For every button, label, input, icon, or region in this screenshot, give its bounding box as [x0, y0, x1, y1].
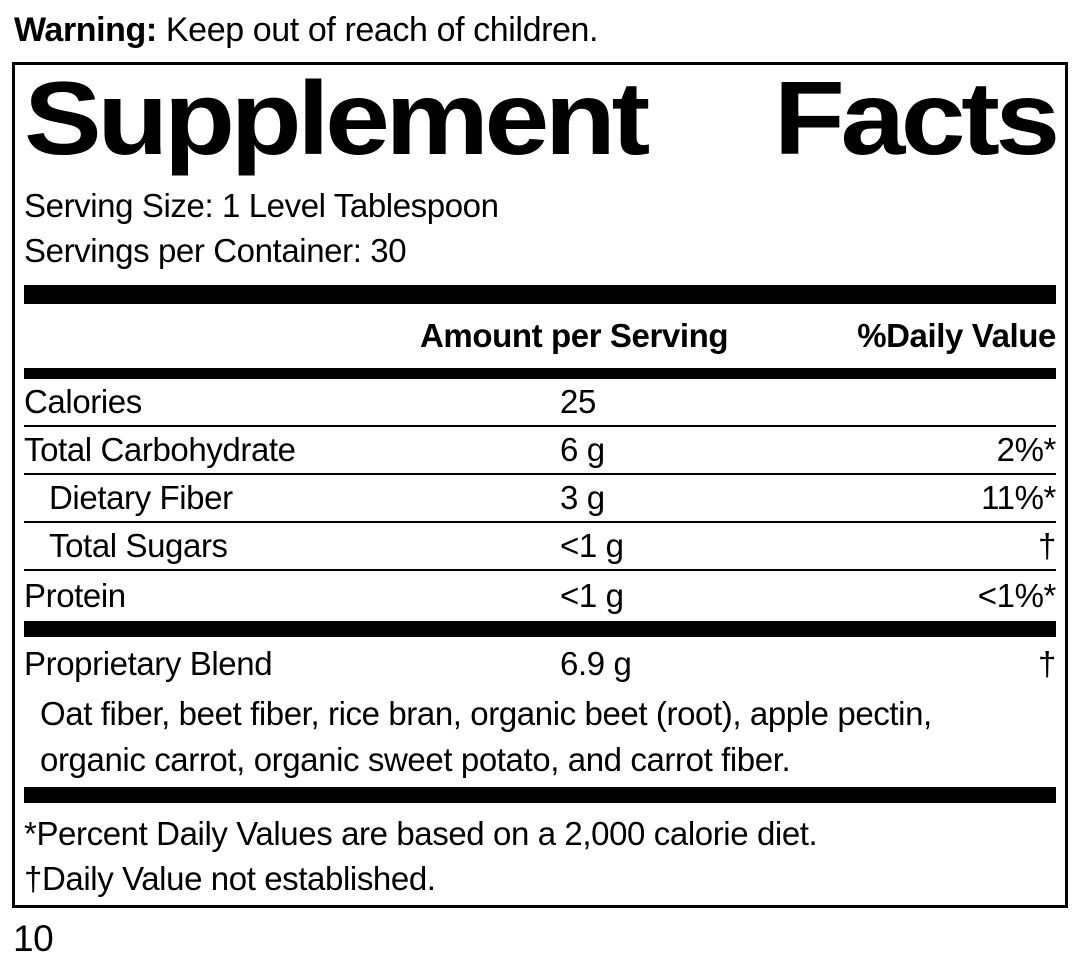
proprietary-blend-row: Proprietary Blend 6.9 g † — [24, 637, 1056, 691]
page-number: 10 — [13, 918, 54, 959]
warning-text: Keep out of reach of children. — [165, 11, 599, 49]
footnote-percent-daily-values: *Percent Daily Values are based on a 2,0… — [24, 815, 818, 852]
table-row: Dietary Fiber 3 g 11%* — [24, 475, 1056, 523]
nutrient-amount: <1 g — [560, 527, 624, 564]
table-row: Protein <1 g <1%* — [24, 571, 1056, 621]
header-daily-value: %Daily Value — [857, 317, 1056, 354]
nutrient-amount: 6 g — [560, 431, 605, 468]
nutrient-rows: Calories 25 Total Carbohydrate 6 g 2%* D… — [24, 379, 1056, 621]
table-row: Total Carbohydrate 6 g 2%* — [24, 427, 1056, 475]
nutrient-amount: 25 — [560, 383, 596, 420]
nutrient-name: Total Sugars — [49, 527, 228, 564]
serving-size: Serving Size: 1 Level Tablespoon — [24, 187, 499, 224]
nutrient-name: Total Carbohydrate — [24, 431, 296, 468]
blend-name: Proprietary Blend — [24, 645, 273, 682]
serving-info: Serving Size: 1 Level Tablespoon Serving… — [24, 183, 1056, 273]
warning-line: Warning: Keep out of reach of children. — [14, 9, 598, 51]
table-header: Amount per Serving %Daily Value — [24, 304, 1056, 368]
warning-label: Warning: — [14, 11, 157, 49]
nutrient-name: Protein — [24, 577, 126, 614]
footnote-daily-value-not-established: †Daily Value not established. — [24, 860, 436, 897]
footnotes: *Percent Daily Values are based on a 2,0… — [24, 811, 1056, 901]
table-row: Total Sugars <1 g † — [24, 523, 1056, 571]
header-amount-per-serving: Amount per Serving — [420, 317, 729, 354]
nutrient-daily-value: 11%* — [981, 479, 1056, 516]
table-row: Calories 25 — [24, 379, 1056, 427]
panel-title: Supplement Facts — [24, 62, 1060, 177]
divider-bar-footnotes — [24, 787, 1056, 803]
blend-daily-value: † — [1038, 645, 1056, 682]
blend-ingredients: Oat fiber, beet fiber, rice bran, organi… — [40, 695, 932, 778]
nutrient-name: Calories — [24, 383, 142, 420]
servings-per-container: Servings per Container: 30 — [24, 232, 407, 269]
nutrient-amount: <1 g — [560, 577, 624, 614]
divider-bar-protein — [24, 621, 1056, 637]
blend-amount: 6.9 g — [560, 645, 632, 682]
title-word-facts: Facts — [774, 62, 1060, 177]
nutrient-amount: 3 g — [560, 479, 605, 516]
nutrient-daily-value: <1%* — [977, 577, 1057, 614]
divider-bar-header — [24, 368, 1056, 379]
divider-bar-top — [24, 285, 1056, 304]
nutrient-name: Dietary Fiber — [49, 479, 233, 516]
nutrient-daily-value: 2%* — [996, 431, 1057, 468]
title-word-supplement: Supplement — [24, 62, 650, 177]
nutrient-daily-value: † — [1038, 527, 1056, 564]
supplement-facts-panel: Supplement Facts Serving Size: 1 Level T… — [12, 62, 1068, 908]
